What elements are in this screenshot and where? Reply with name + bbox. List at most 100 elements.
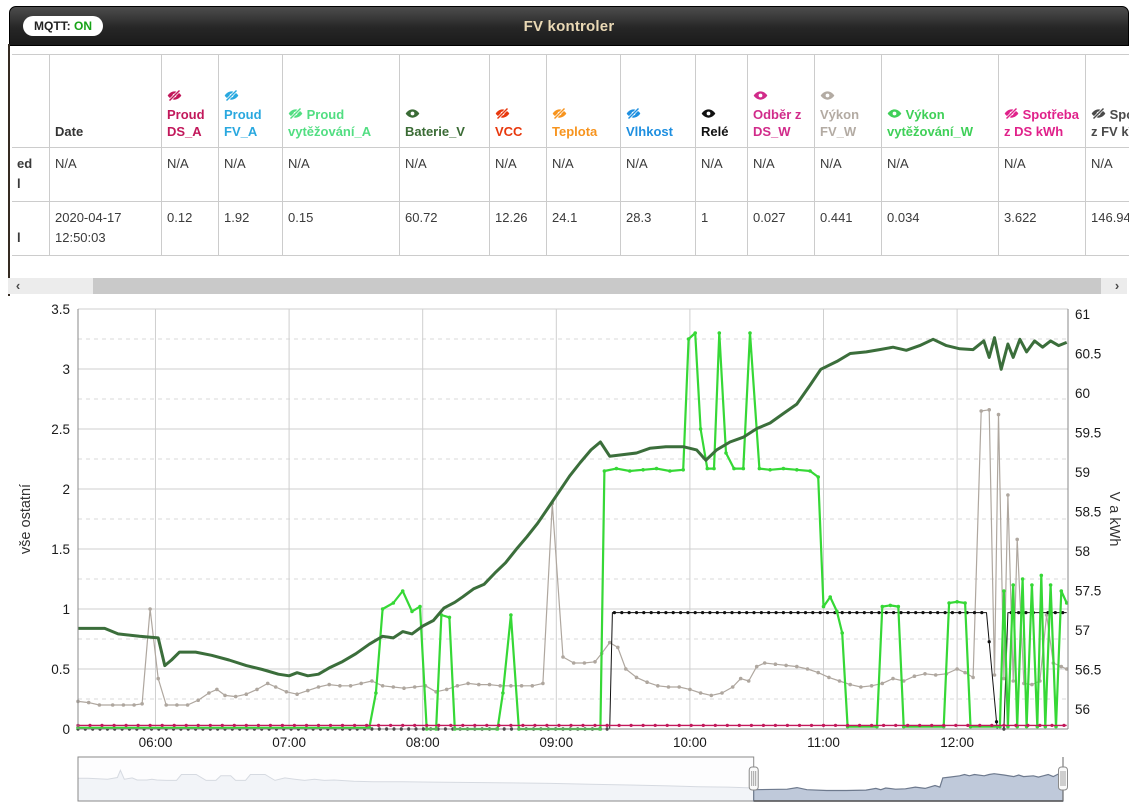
column-label: Proud vytěžování_A xyxy=(288,106,372,140)
y-left-tick: 2 xyxy=(62,482,70,497)
column-header-6[interactable]: Teplota xyxy=(546,54,621,148)
y-axis-right-label: V a kWh xyxy=(1106,492,1122,547)
page-title: FV kontroler xyxy=(523,17,615,35)
column-header-1[interactable]: Proud DS_A xyxy=(161,54,219,148)
column-header-11[interactable]: Výkon vytěžování_W xyxy=(881,54,999,148)
table-row: ed l N/A N/A N/A N/A N/A N/A N/A N/A N/A N/A N/A N/A… xyxy=(12,147,1129,202)
column-label: Spotřeba z FV kWh xyxy=(1091,106,1129,140)
cell-r1-c2: 1.92 xyxy=(218,201,283,256)
cell-r0-c8: N/A xyxy=(695,147,748,202)
column-header-8[interactable]: Relé xyxy=(695,54,748,148)
column-header-0: Date xyxy=(49,54,162,148)
cell-r1-c12: 3.622 xyxy=(998,201,1086,256)
eye-slash-icon xyxy=(167,88,182,103)
column-header-5[interactable]: VCC xyxy=(489,54,547,148)
table-row: l 2020-04-17 12:50:03 0.12 1.92 0.15 60.72 12.… xyxy=(12,201,1129,256)
y-left-tick: 1 xyxy=(62,602,70,617)
y-axis-left-label: vše ostatní xyxy=(18,484,34,554)
column-label: Odběr z DS_W xyxy=(753,106,802,140)
scrollbar-thumb[interactable] xyxy=(93,278,1101,294)
row-label: l xyxy=(12,201,50,256)
y-left-tick: 1.5 xyxy=(51,542,70,557)
row-label: ed l xyxy=(12,147,50,202)
gridlines xyxy=(78,308,1068,730)
column-header-13[interactable]: Spotřeba z FV kWh xyxy=(1085,54,1129,148)
eye-icon xyxy=(405,106,420,121)
y-right-tick: 60 xyxy=(1075,386,1090,401)
eye-icon xyxy=(753,88,768,103)
range-handle-left[interactable] xyxy=(748,766,759,791)
cell-r0-c7: N/A xyxy=(620,147,696,202)
cell-r1-c3: 0.15 xyxy=(282,201,400,256)
cell-r1-c10: 0.441 xyxy=(814,201,882,256)
y-right-tick: 59.5 xyxy=(1075,426,1101,441)
column-label: Vlhkost xyxy=(626,124,673,140)
eye-icon xyxy=(887,106,902,121)
eye-slash-icon xyxy=(224,88,239,103)
column-label: Relé xyxy=(701,124,729,140)
mqtt-status-badge: MQTT: ON xyxy=(23,16,103,36)
cell-r0-c5: N/A xyxy=(489,147,547,202)
column-header-12[interactable]: Spotřeba z DS kWh xyxy=(998,54,1086,148)
eye-slash-icon xyxy=(495,106,510,121)
table-header: Date Proud DS_A Proud FV_A Proud vytěžov… xyxy=(12,54,1129,148)
data-table: Date Proud DS_A Proud FV_A Proud vytěžov… xyxy=(12,54,1129,256)
eye-slash-icon xyxy=(288,106,303,121)
column-label: Výkon FV_W xyxy=(820,106,860,140)
cell-r0-c11: N/A xyxy=(881,147,999,202)
y-right-tick: 57 xyxy=(1075,623,1090,638)
y-left-tick: 2.5 xyxy=(51,422,70,437)
range-handle-right[interactable] xyxy=(1058,766,1068,791)
column-label: VCC xyxy=(495,124,523,140)
cell-r1-c13: 146.945 xyxy=(1085,201,1129,256)
y-right-tick: 56.5 xyxy=(1075,663,1101,678)
cell-r0-c3: N/A xyxy=(282,147,400,202)
column-header-9[interactable]: Odběr z DS_W xyxy=(747,54,815,148)
x-tick: 08:00 xyxy=(406,735,440,750)
cell-r1-c0: 2020-04-17 12:50:03 xyxy=(49,201,162,256)
cell-r0-c4: N/A xyxy=(399,147,490,202)
x-tick: 10:00 xyxy=(673,735,707,750)
series-Výkon FV_W xyxy=(76,408,1069,707)
column-label: Teplota xyxy=(552,124,598,140)
y-right-tick: 58.5 xyxy=(1075,505,1101,520)
cell-r0-c12: N/A xyxy=(998,147,1086,202)
column-header-4[interactable]: Baterie_V xyxy=(399,54,490,148)
column-header-7[interactable]: Vlhkost xyxy=(620,54,696,148)
cell-r1-c8: 1 xyxy=(695,201,748,256)
panel-left-border xyxy=(8,44,10,296)
eye-slash-icon xyxy=(1004,106,1019,121)
cell-r1-c5: 12.26 xyxy=(489,201,547,256)
column-label: Date xyxy=(55,124,84,140)
navigator-veil xyxy=(77,756,755,802)
eye-slash-icon xyxy=(626,106,641,121)
column-header-10[interactable]: Výkon FV_W xyxy=(814,54,882,148)
horizontal-scrollbar[interactable]: ‹ › xyxy=(8,278,1127,294)
column-header-2[interactable]: Proud FV_A xyxy=(218,54,283,148)
x-tick: 11:00 xyxy=(807,735,840,750)
column-label: Baterie_V xyxy=(405,124,465,140)
y-left-tick: 0.5 xyxy=(51,662,70,677)
eye-icon xyxy=(701,106,716,121)
column-header-3[interactable]: Proud vytěžování_A xyxy=(282,54,400,148)
cell-r0-c2: N/A xyxy=(218,147,283,202)
navigator-area-selected xyxy=(753,773,1064,802)
x-tick: 07:00 xyxy=(272,735,306,750)
cell-r0-c1: N/A xyxy=(161,147,219,202)
series-Odběr z DS_W xyxy=(76,723,1067,727)
x-tick: 09:00 xyxy=(539,735,573,750)
scroll-left-button[interactable]: ‹ xyxy=(8,278,28,294)
y-right-tick: 56 xyxy=(1075,702,1090,717)
cell-r0-c6: N/A xyxy=(546,147,621,202)
column-label: Proud DS_A xyxy=(167,106,205,140)
series-Výkon vytěžování_W xyxy=(76,331,1069,731)
y-right-tick: 60.5 xyxy=(1075,347,1101,362)
cell-r1-c6: 24.1 xyxy=(546,201,621,256)
main-chart[interactable]: 0 0.5 1 1.5 2 2.5 3 3.5 56 56.5 57 57.5 58 58.5 59 59.5… xyxy=(0,294,1129,756)
range-selector[interactable] xyxy=(0,756,1129,802)
scroll-right-button[interactable]: › xyxy=(1107,278,1127,294)
cell-r0-c0: N/A xyxy=(49,147,162,202)
eye-slash-icon xyxy=(1091,106,1106,121)
series-Baterie_V xyxy=(78,336,1068,678)
